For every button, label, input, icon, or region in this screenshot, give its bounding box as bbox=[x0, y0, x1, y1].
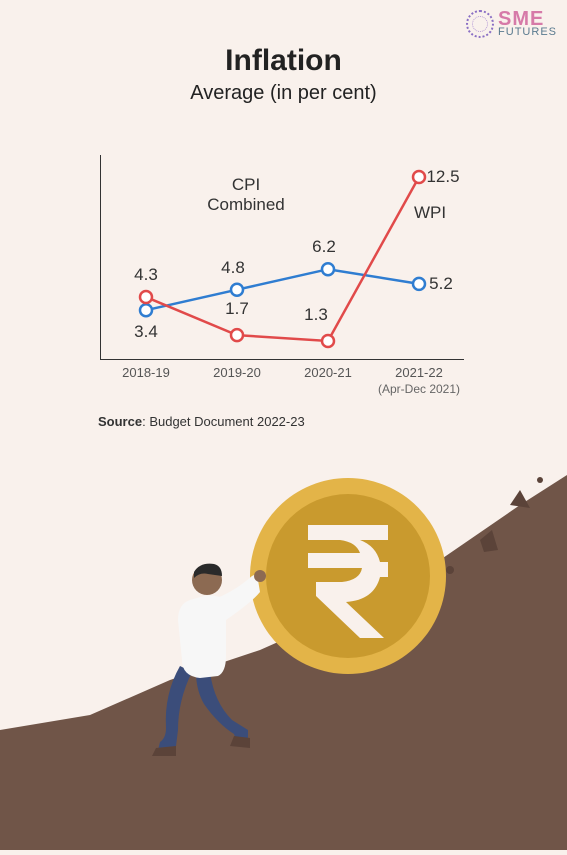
source-text: Budget Document 2022-23 bbox=[149, 414, 304, 429]
value-label-cpi-1: 4.8 bbox=[221, 258, 245, 278]
person-hand bbox=[254, 570, 266, 582]
series-label-cpi: CPICombined bbox=[207, 175, 285, 214]
coin-inner bbox=[266, 494, 430, 658]
x-label-3: 2021-22(Apr-Dec 2021) bbox=[378, 365, 460, 397]
brand-logo-icon bbox=[466, 10, 494, 38]
debris-1 bbox=[510, 490, 530, 508]
inflation-chart: 3.4 4.8 6.2 5.2 4.3 1.7 1.3 12.5 CPICombined WP… bbox=[100, 155, 464, 360]
debris-4 bbox=[537, 477, 543, 483]
marker-wpi-3 bbox=[413, 171, 425, 183]
brand-bottom: FUTURES bbox=[498, 28, 557, 38]
marker-cpi-1 bbox=[231, 284, 243, 296]
value-label-cpi-0: 3.4 bbox=[134, 322, 158, 342]
source-line: Source: Budget Document 2022-23 bbox=[98, 414, 305, 429]
value-label-wpi-0: 4.3 bbox=[134, 265, 158, 285]
x-label-1: 2019-20 bbox=[213, 365, 261, 382]
marker-cpi-0 bbox=[140, 304, 152, 316]
illustration-svg bbox=[0, 450, 567, 850]
value-label-wpi-1: 1.7 bbox=[225, 299, 249, 319]
marker-cpi-2 bbox=[322, 263, 334, 275]
value-label-cpi-3: 5.2 bbox=[429, 274, 453, 294]
marker-wpi-0 bbox=[140, 291, 152, 303]
x-label-2: 2020-21 bbox=[304, 365, 352, 382]
series-line-cpi bbox=[146, 269, 419, 310]
x-label-0: 2018-19 bbox=[122, 365, 170, 382]
page-title: Inflation bbox=[0, 44, 567, 78]
value-label-wpi-2: 1.3 bbox=[304, 305, 328, 325]
debris-3 bbox=[446, 566, 454, 574]
series-label-wpi: WPI bbox=[414, 203, 446, 223]
brand-logo: SME FUTURES bbox=[466, 10, 557, 38]
x-axis-labels: 2018-19 2019-20 2020-21 2021-22(Apr-Dec 202… bbox=[100, 365, 464, 405]
marker-wpi-1 bbox=[231, 329, 243, 341]
marker-wpi-2 bbox=[322, 335, 334, 347]
brand-logo-text: SME FUTURES bbox=[498, 10, 557, 38]
source-label: Source bbox=[98, 414, 142, 429]
value-label-cpi-2: 6.2 bbox=[312, 237, 336, 257]
marker-cpi-3 bbox=[413, 278, 425, 290]
value-label-wpi-3: 12.5 bbox=[426, 167, 459, 187]
illustration bbox=[0, 450, 567, 850]
page-subtitle: Average (in per cent) bbox=[0, 82, 567, 105]
